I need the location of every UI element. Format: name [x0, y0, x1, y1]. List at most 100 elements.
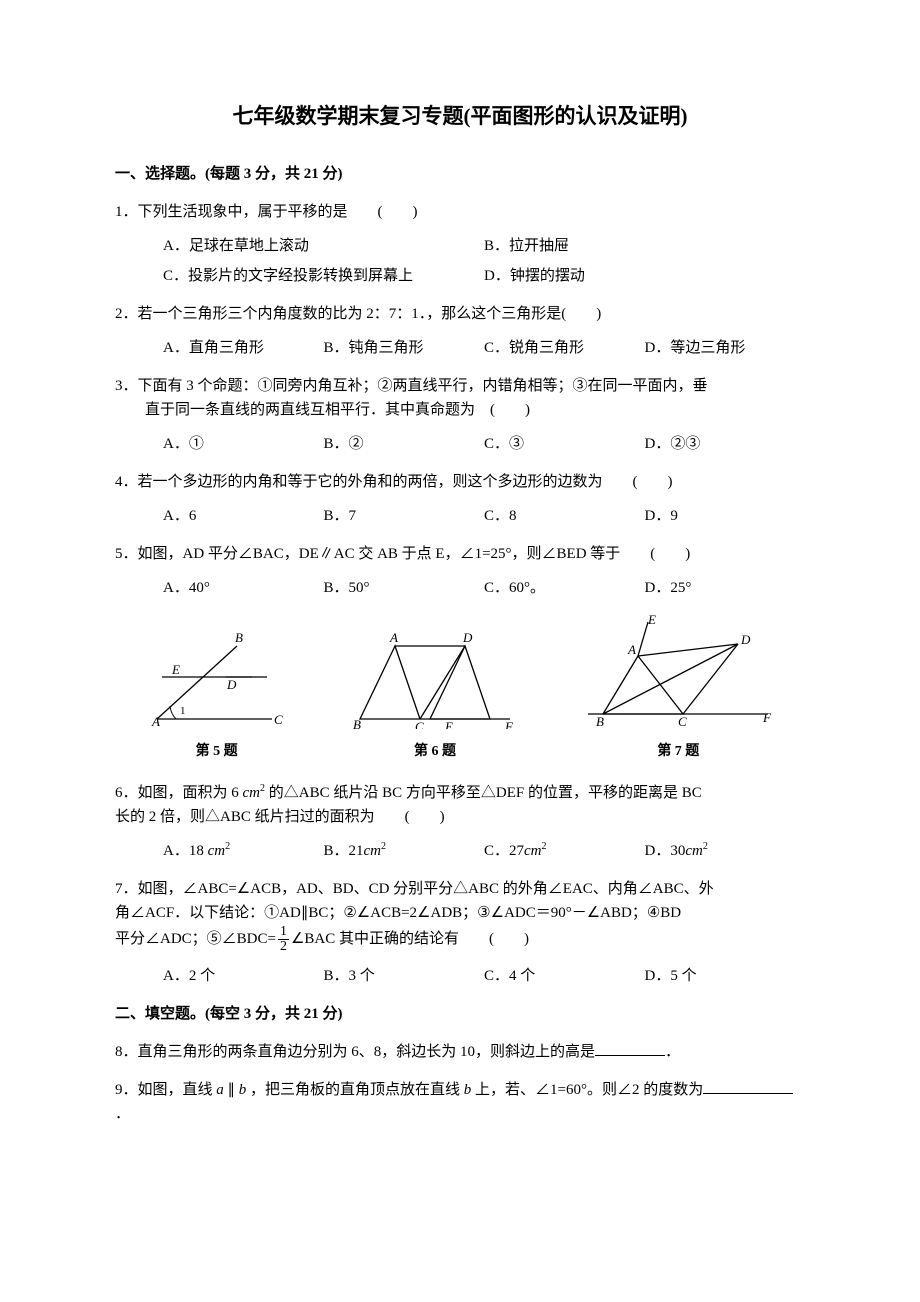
f5-label-c: C — [274, 712, 283, 727]
f7-label-f: F — [762, 710, 772, 725]
q6-c-pre: C．27 — [484, 843, 524, 859]
q7-line1: 7．如图，∠ABC=∠ACB，AD、BD、CD 分别平分△ABC 的外角∠EAC… — [115, 877, 805, 901]
f6-label-a: A — [389, 630, 398, 645]
f6-label-c: C — [415, 719, 424, 729]
section-2-header: 二、填空题。(每空 3 分，共 21 分) — [115, 1002, 805, 1026]
q6-line1-post: 的△ABC 纸片沿 BC 方向平移至△DEF 的位置，平移的距离是 BC — [265, 785, 702, 801]
f6-label-e: E — [444, 719, 453, 729]
q4-opt-d: D．9 — [645, 504, 806, 528]
q6-a-unit: cm — [208, 843, 226, 859]
q2-text: 2．若一个三角形三个内角度数的比为 2：7：1．，那么这个三角形是( ) — [115, 302, 805, 326]
f7-label-b: B — [596, 714, 604, 729]
q9-post: ． — [115, 1106, 130, 1122]
q6-a-pre: A．18 — [163, 843, 208, 859]
q6-opt-d: D．30cm2 — [645, 839, 806, 863]
page-title: 七年级数学期末复习专题(平面图形的认识及证明) — [115, 100, 805, 134]
section-1-header: 一、选择题。(每题 3 分，共 21 分) — [115, 162, 805, 186]
fraction-half: 12 — [278, 925, 289, 954]
q3-options: A．① B．② C．③ D．②③ — [115, 432, 805, 456]
figure-5-svg: A C B E D 1 — [142, 624, 292, 729]
q6-options: A．18 cm2 B．21cm2 C．27cm2 D．30cm2 — [115, 839, 805, 863]
f7-label-d: D — [740, 632, 751, 647]
q9-mid2: ，把三角板的直角顶点放在直线 — [250, 1082, 460, 1098]
q7-line2: 角∠ACF．以下结论：①AD∥BC；②∠ACB=2∠ADB；③∠ADC＝90°－… — [115, 901, 805, 925]
f6-label-f: F — [504, 719, 514, 729]
q6-line1-unit: cm — [243, 785, 261, 801]
f5-label-e: E — [171, 662, 180, 677]
q6-b-sup: 2 — [381, 841, 386, 852]
q1-options-row1: A．足球在草地上滚动 B．拉开抽屉 — [115, 234, 805, 258]
figure-7: A B C D E F 第 7 题 — [578, 614, 778, 763]
q3-opt-b: B．② — [324, 432, 485, 456]
q2-opt-b: B．钝角三角形 — [324, 336, 485, 360]
q4-text: 4．若一个多边形的内角和等于它的外角和的两倍，则这个多边形的边数为 ( ) — [115, 470, 805, 494]
q8-post: ． — [665, 1044, 680, 1060]
q2-opt-d: D．等边三角形 — [645, 336, 806, 360]
question-4: 4．若一个多边形的内角和等于它的外角和的两倍，则这个多边形的边数为 ( ) A．… — [115, 470, 805, 528]
figure-5: A C B E D 1 第 5 题 — [142, 624, 292, 763]
q6-line1: 6．如图，面积为 6 cm2 的△ABC 纸片沿 BC 方向平移至△DEF 的位… — [115, 781, 805, 805]
q9-a: a — [216, 1082, 224, 1098]
question-2: 2．若一个三角形三个内角度数的比为 2：7：1．，那么这个三角形是( ) A．直… — [115, 302, 805, 360]
question-9: 9．如图，直线 a ∥ b ，把三角板的直角顶点放在直线 b 上，若、∠1=60… — [115, 1078, 805, 1126]
frac-num: 1 — [278, 925, 289, 940]
frac-den: 2 — [278, 940, 289, 954]
f5-label-d: D — [226, 677, 237, 692]
q4-opt-a: A．6 — [163, 504, 324, 528]
f6-label-d: D — [462, 630, 473, 645]
q6-c-sup: 2 — [542, 841, 547, 852]
q2-options: A．直角三角形 B．钝角三角形 C．锐角三角形 D．等边三角形 — [115, 336, 805, 360]
figures-row: A C B E D 1 第 5 题 A D B C E F 第 6 题 — [115, 614, 805, 763]
figure-6-svg: A D B C E F — [345, 624, 525, 729]
question-8: 8．直角三角形的两条直角边分别为 6、8，斜边长为 10，则斜边上的高是 ． — [115, 1040, 805, 1064]
q6-d-unit: cm — [685, 843, 703, 859]
q7-line3: 平分∠ADC；⑤∠BDC=12∠BAC 其中正确的结论有 ( ) — [115, 925, 805, 954]
q6-line1-pre: 6．如图，面积为 6 — [115, 785, 243, 801]
q6-b-unit: cm — [364, 843, 382, 859]
q6-b-pre: B．21 — [324, 843, 364, 859]
figure-6-caption: 第 6 题 — [345, 741, 525, 763]
f5-label-1: 1 — [180, 705, 186, 717]
q2-opt-a: A．直角三角形 — [163, 336, 324, 360]
q6-a-sup: 2 — [225, 841, 230, 852]
f7-label-c: C — [678, 714, 687, 729]
q5-opt-d: D．25° — [645, 576, 806, 600]
q9-b: b — [239, 1082, 247, 1098]
q5-opt-c: C．60°。 — [484, 576, 645, 600]
q9-pre: 9．如图，直线 — [115, 1082, 213, 1098]
q6-line2: 长的 2 倍，则△ABC 纸片扫过的面积为 ( ) — [115, 805, 805, 829]
question-7: 7．如图，∠ABC=∠ACB，AD、BD、CD 分别平分△ABC 的外角∠EAC… — [115, 877, 805, 988]
f7-label-a: A — [627, 642, 636, 657]
q6-opt-a: A．18 cm2 — [163, 839, 324, 863]
q7-line3-pre: 平分∠ADC；⑤∠BDC= — [115, 931, 276, 947]
q1-opt-b: B．拉开抽屉 — [484, 234, 805, 258]
question-6: 6．如图，面积为 6 cm2 的△ABC 纸片沿 BC 方向平移至△DEF 的位… — [115, 781, 805, 863]
q8-pre: 8．直角三角形的两条直角边分别为 6、8，斜边长为 10，则斜边上的高是 — [115, 1044, 595, 1060]
q8-blank — [595, 1042, 665, 1056]
q7-opt-b: B．3 个 — [324, 964, 485, 988]
q7-opt-a: A．2 个 — [163, 964, 324, 988]
figure-6: A D B C E F 第 6 题 — [345, 624, 525, 763]
question-3: 3．下面有 3 个命题：①同旁内角互补；②两直线平行，内错角相等；③在同一平面内… — [115, 374, 805, 456]
q4-opt-b: B．7 — [324, 504, 485, 528]
q3-opt-d: D．②③ — [645, 432, 806, 456]
q4-options: A．6 B．7 C．8 D．9 — [115, 504, 805, 528]
figure-7-svg: A B C D E F — [578, 614, 778, 729]
f6-label-b: B — [353, 717, 361, 729]
q1-opt-d: D．钟摆的摆动 — [484, 264, 805, 288]
f5-label-a: A — [151, 714, 160, 729]
q1-options-row2: C．投影片的文字经投影转换到屏幕上 D．钟摆的摆动 — [115, 264, 805, 288]
q3-opt-a: A．① — [163, 432, 324, 456]
q7-opt-c: C．4 个 — [484, 964, 645, 988]
q9-b2: b — [464, 1082, 472, 1098]
q6-c-unit: cm — [524, 843, 542, 859]
q7-options: A．2 个 B．3 个 C．4 个 D．5 个 — [115, 964, 805, 988]
q4-opt-c: C．8 — [484, 504, 645, 528]
q2-opt-c: C．锐角三角形 — [484, 336, 645, 360]
f7-label-e: E — [647, 614, 656, 627]
q7-opt-d: D．5 个 — [645, 964, 806, 988]
q9-mid1: ∥ — [228, 1082, 236, 1098]
question-1: 1．下列生活现象中，属于平移的是 ( ) A．足球在草地上滚动 B．拉开抽屉 C… — [115, 200, 805, 288]
q1-opt-a: A．足球在草地上滚动 — [163, 234, 484, 258]
question-5: 5．如图，AD 平分∠BAC，DE∥AC 交 AB 于点 E，∠1=25°，则∠… — [115, 542, 805, 600]
